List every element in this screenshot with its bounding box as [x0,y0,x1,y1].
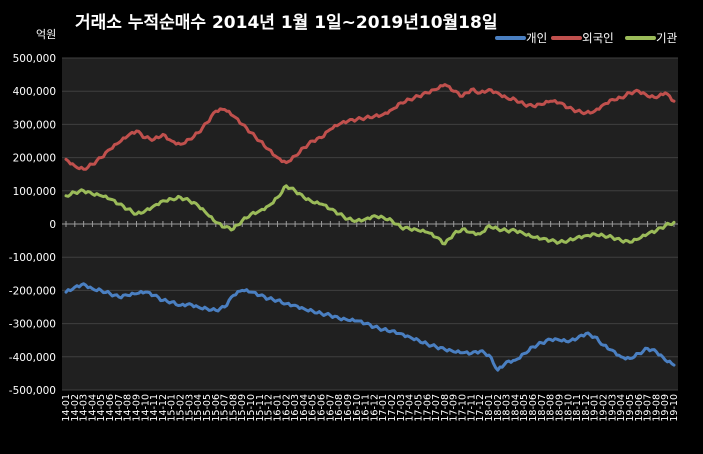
legend-label: 외국인 [582,31,614,45]
y-tick-label: -100,000 [9,252,56,264]
y-tick-label: 500,000 [13,53,56,65]
x-tick-label: 17-09 [449,394,460,422]
x-tick-label: 16-02 [281,394,292,422]
x-tick-label: 18-09 [554,394,565,422]
x-tick-label: 17-05 [413,394,424,422]
series-line-3 [64,184,676,246]
y-tick-label: 100,000 [13,186,56,198]
y-tick-label: 300,000 [13,119,56,131]
x-tick-label: 14-06 [105,394,116,422]
x-tick-label: 16-09 [343,394,354,422]
x-tick-label: 17-02 [387,394,398,422]
x-tick-label: 14-08 [123,394,134,422]
y-tick-label: -400,000 [9,352,56,364]
x-tick-label: 15-03 [184,394,195,422]
x-tick-label: 15-10 [246,394,257,422]
x-tick-label: 19-08 [651,394,662,422]
x-tick-label: 17-03 [396,394,407,422]
x-tick-label: 14-11 [149,394,160,422]
x-tick-label: 15-01 [167,394,178,422]
x-tick-label: 18-03 [502,394,513,422]
x-tick-label: 19-06 [634,394,645,422]
x-tick-label: 16-10 [352,394,363,422]
x-tick-label: 19-05 [625,394,636,422]
legend: 개인 외국인 기관 [495,31,678,45]
x-tick-label: 17-01 [378,394,389,422]
x-tick-label: 16-08 [334,394,345,422]
x-tick-label: 14-02 [70,394,81,422]
y-tick-label: -200,000 [9,285,56,297]
x-tick-label: 17-08 [440,394,451,422]
x-tick-label: 17-04 [405,394,416,422]
x-tick-label: 18-06 [528,394,539,422]
x-tick-label: 19-10 [669,394,680,422]
x-tick-label: 14-12 [158,394,169,422]
x-tick-label: 14-05 [96,394,107,422]
x-tick-label: 17-07 [431,394,442,422]
x-tick-label: 14-03 [79,394,90,422]
x-tick-label: 18-04 [510,394,521,422]
legend-label: 개인 [526,31,547,45]
x-tick-label: 18-11 [572,394,583,422]
x-tick-label: 16-07 [325,394,336,422]
x-tick-label: 15-12 [264,394,275,422]
x-tick-label: 15-11 [255,394,266,422]
x-tick-label: 17-11 [466,394,477,422]
x-tick-label: 15-08 [228,394,239,422]
series-lines [64,83,676,372]
legend-label: 기관 [656,31,678,45]
series-line-2 [64,83,676,171]
x-axis: 14-0114-0214-0314-0414-0514-0614-0714-08… [61,221,680,422]
x-tick-label: 16-12 [369,394,380,422]
x-tick-label: 16-11 [361,394,372,422]
x-tick-label: 17-10 [458,394,469,422]
x-tick-label: 15-04 [193,394,204,422]
y-tick-label: 400,000 [13,86,56,98]
x-tick-label: 14-07 [114,394,125,422]
x-tick-label: 18-01 [484,394,495,422]
x-tick-label: 14-04 [87,394,98,422]
x-tick-label: 15-06 [211,394,222,422]
x-tick-label: 16-03 [290,394,301,422]
x-tick-label: 18-08 [546,394,557,422]
x-tick-label: 15-05 [202,394,213,422]
unit-label: 억원 [36,28,56,41]
x-tick-label: 19-09 [660,394,671,422]
x-tick-label: 16-01 [272,394,283,422]
x-tick-label: 18-02 [493,394,504,422]
x-tick-label: 18-12 [581,394,592,422]
x-tick-label: 19-04 [616,394,627,422]
x-tick-label: 19-02 [599,394,610,422]
x-tick-label: 15-02 [176,394,187,422]
x-tick-label: 17-06 [422,394,433,422]
x-tick-label: 18-07 [537,394,548,422]
x-tick-label: 14-10 [140,394,151,422]
x-tick-label: 15-07 [220,394,231,422]
x-tick-label: 19-01 [590,394,601,422]
x-tick-label: 16-05 [308,394,319,422]
x-tick-label: 19-03 [607,394,618,422]
y-tick-label: -500,000 [9,385,56,397]
y-tick-label: -300,000 [9,319,56,331]
x-tick-label: 18-05 [519,394,530,422]
x-tick-label: 16-06 [317,394,328,422]
x-tick-label: 14-01 [61,394,72,422]
x-tick-label: 16-04 [299,394,310,422]
x-tick-label: 19-07 [643,394,654,422]
x-tick-label: 18-10 [563,394,574,422]
chart-title: 거래소 누적순매수 2014년 1월 1일~2019년10월18일 [75,13,497,33]
x-tick-label: 15-09 [237,394,248,422]
x-tick-label: 17-12 [475,394,486,422]
y-tick-label: 0 [49,219,56,231]
series-line-1 [64,282,676,372]
x-tick-label: 14-09 [131,394,142,422]
y-tick-label: 200,000 [13,153,56,165]
y-axis: 500,000 400,000 300,000 200,000 100,000 0 -100… [9,53,56,397]
